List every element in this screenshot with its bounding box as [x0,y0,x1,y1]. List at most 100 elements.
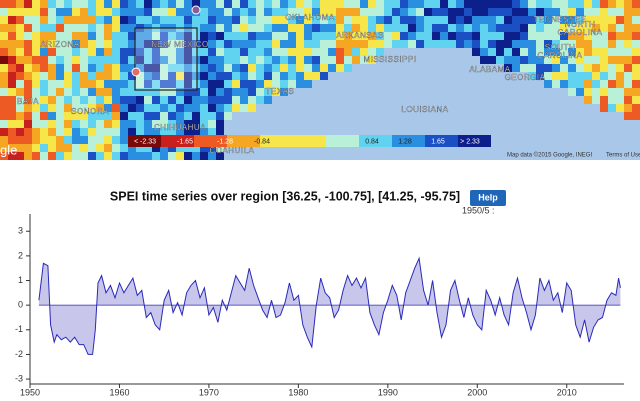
raster-cell [0,128,8,136]
raster-cell [48,80,56,88]
selection-box[interactable] [134,27,198,91]
raster-cell [200,32,208,40]
raster-cell [192,32,200,40]
raster-cell [104,72,112,80]
raster-cell [544,32,552,40]
raster-cell [72,144,80,152]
raster-cell [312,32,320,40]
raster-cell [80,24,88,32]
legend-label: < -2.33 [134,138,156,145]
raster-cell [64,136,72,144]
raster-cell [584,56,592,64]
raster-cell [64,8,72,16]
raster-cell [168,32,176,40]
raster-cell [480,24,488,32]
raster-cell [536,32,544,40]
raster-cell [104,88,112,96]
raster-cell [448,40,456,48]
raster-cell [104,144,112,152]
legend-swatch [392,135,425,147]
raster-cell [528,72,536,80]
raster-cell [8,152,16,160]
raster-cell [56,144,64,152]
raster-cell [384,40,392,48]
terms-link[interactable]: Terms of Use [606,153,640,159]
legend-swatch [458,135,491,147]
raster-cell [112,72,120,80]
raster-cell [112,96,120,104]
raster-cell [352,8,360,16]
raster-cell [408,24,416,32]
help-button[interactable] [470,190,506,206]
raster-cell [168,128,176,136]
raster-cell [176,128,184,136]
raster-cell [248,96,256,104]
raster-cell [304,16,312,24]
map[interactable]: OKLAHOMA TENNESSEE ARIZONA NEW MEXICO ARKANS… [0,0,640,160]
raster-cell [96,48,104,56]
raster-cell [200,88,208,96]
raster-cell [48,96,56,104]
raster-cell [48,64,56,72]
raster-cell [8,80,16,88]
raster-cell [136,48,144,56]
raster-cell [8,48,16,56]
raster-cell [272,16,280,24]
raster-cell [240,32,248,40]
raster-cell [216,32,224,40]
raster-cell [432,8,440,16]
raster-cell [352,56,360,64]
marker[interactable] [191,5,201,15]
raster-cell [600,88,608,96]
raster-cell [440,16,448,24]
raster-cell [296,8,304,16]
raster-cell [136,72,144,80]
raster-cell [224,96,232,104]
raster-cell [0,48,8,56]
raster-cell [8,56,16,64]
y-tick-label: 0 [18,300,23,310]
raster-cell [88,120,96,128]
raster-cell [504,8,512,16]
raster-cell [456,32,464,40]
raster-cell [136,152,144,160]
raster-cell [304,48,312,56]
help-label[interactable]: Help [478,192,498,202]
raster-cell [176,56,184,64]
raster-cell [520,40,528,48]
raster-cell [376,16,384,24]
raster-cell [16,120,24,128]
raster-cell [440,0,448,8]
raster-cell [224,112,232,120]
raster-cell [16,64,24,72]
raster-cell [632,48,640,56]
raster-cell [184,152,192,160]
raster-cell [104,96,112,104]
raster-cell [368,24,376,32]
raster-cell [160,64,168,72]
raster-cell [72,88,80,96]
state-label: TEXAS [266,87,295,96]
raster-cell [200,40,208,48]
raster-cell [192,40,200,48]
state-label: BAJA [17,97,39,106]
raster-cell [168,80,176,88]
raster-cell [176,48,184,56]
raster-cell [72,72,80,80]
raster-cell [128,16,136,24]
raster-cell [216,48,224,56]
raster-cell [624,104,632,112]
raster-cell [296,0,304,8]
raster-cell [360,8,368,16]
raster-cell [344,56,352,64]
raster-cell [88,0,96,8]
marker[interactable] [131,67,141,77]
raster-cell [488,16,496,24]
raster-cell [120,56,128,64]
cursor-readout: 1950/5 : [462,205,495,215]
raster-cell [288,64,296,72]
raster-cell [368,56,376,64]
raster-cell [552,72,560,80]
raster-cell [24,48,32,56]
raster-cell [560,56,568,64]
